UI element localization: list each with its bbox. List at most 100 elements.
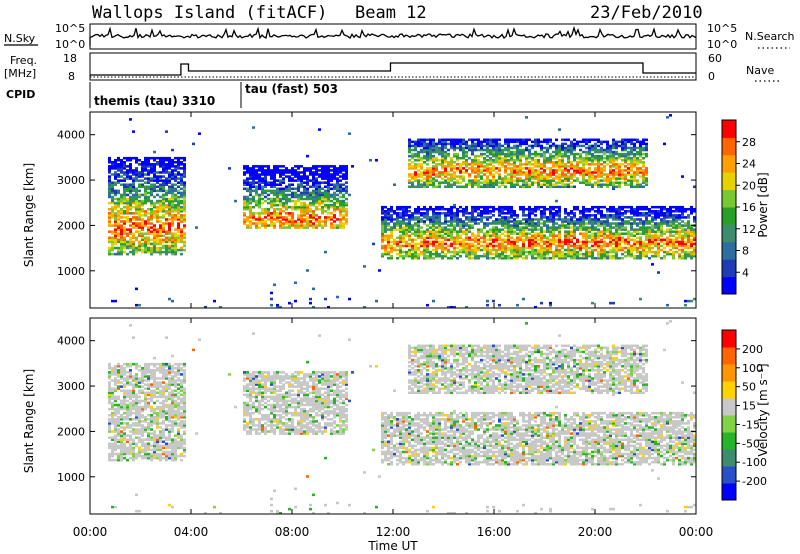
power-cell [564,218,567,221]
power-cell [402,205,405,209]
power-cell [471,234,474,238]
power-cell [546,240,549,244]
power-cell [477,148,480,152]
power-cell [555,252,558,256]
power-cell [636,248,639,252]
power-cell [336,179,339,182]
power-cell [549,212,552,215]
power-cell [114,203,117,207]
power-cell [507,234,510,238]
power-cell [402,220,405,223]
power-cell [114,242,117,246]
power-cell [549,256,552,260]
power-cell [561,246,564,250]
power-cell [666,228,669,231]
power-cell [126,240,129,244]
power-cell [615,252,618,256]
power-cell [525,218,528,221]
power-cell [159,163,162,166]
power-cell [333,210,336,213]
power-cell [621,252,624,256]
power-cell [510,207,513,211]
power-cell [645,238,648,242]
power-cell [450,212,453,215]
power-cell [327,203,330,207]
power-cell [183,193,186,197]
power-cell [156,205,159,209]
power-cell [546,146,549,150]
power-cell [114,214,117,217]
power-cell [651,228,654,231]
power-cell [549,173,552,176]
power-cell [528,224,531,227]
power-cell [528,250,531,254]
power-cell [297,197,300,201]
power-cell [501,163,504,166]
power-cell [144,199,147,203]
power-cell [480,146,483,150]
power-cell [123,156,126,160]
power-cell [627,205,630,209]
power-cell [573,224,576,227]
power-cell [615,236,618,240]
power-cell [267,171,270,174]
power-cell [639,185,642,189]
power-cell [294,169,297,172]
power-cell [456,238,459,242]
power-cell [453,250,456,254]
power-cell [558,173,561,176]
power-cell [642,140,645,144]
power-cell [420,214,423,217]
power-cell [258,187,261,191]
power-cell [570,230,573,233]
power-cell [321,181,324,184]
power-cell [528,242,531,246]
power-cell [573,248,576,252]
power-cell [630,181,633,184]
power-cell [261,201,264,205]
power-cell [582,138,585,142]
power-cell [465,185,468,189]
power-cell [165,248,168,252]
power-cell [420,252,423,256]
power-cell [261,210,264,213]
power-cell [474,181,477,184]
power-cell [162,179,165,182]
power-cell [513,254,516,258]
power-cell [525,228,528,231]
power-cell [126,205,129,209]
power-cell [597,210,600,213]
power-cell [120,163,123,166]
power-cell [306,224,309,227]
power-cell [657,226,660,229]
power-cell [639,142,642,146]
power-cell [423,183,426,186]
power-cell [540,179,543,182]
power-cell [441,158,444,162]
power-cell [636,158,639,162]
power-cell [537,154,540,158]
power-cell [555,161,558,164]
power-cell [273,203,276,207]
power-cell [177,207,180,211]
power-cell [459,169,462,172]
power-cell [573,246,576,250]
power-cell [243,197,246,201]
power-cell [345,222,348,225]
power-cell [630,150,633,154]
power-cell [180,177,183,180]
power-cell [300,191,303,195]
power-cell [156,246,159,250]
power-cell [609,152,612,156]
power-cell [519,234,522,238]
power-cell [591,173,594,176]
power-cell [642,171,645,174]
power-cell [591,228,594,231]
power-cell [384,244,387,248]
power-cell [426,224,429,227]
power-cell [174,175,177,178]
power-cell [624,156,627,160]
power-cell [477,169,480,172]
power-cell [153,234,156,238]
power-cell [549,138,552,142]
